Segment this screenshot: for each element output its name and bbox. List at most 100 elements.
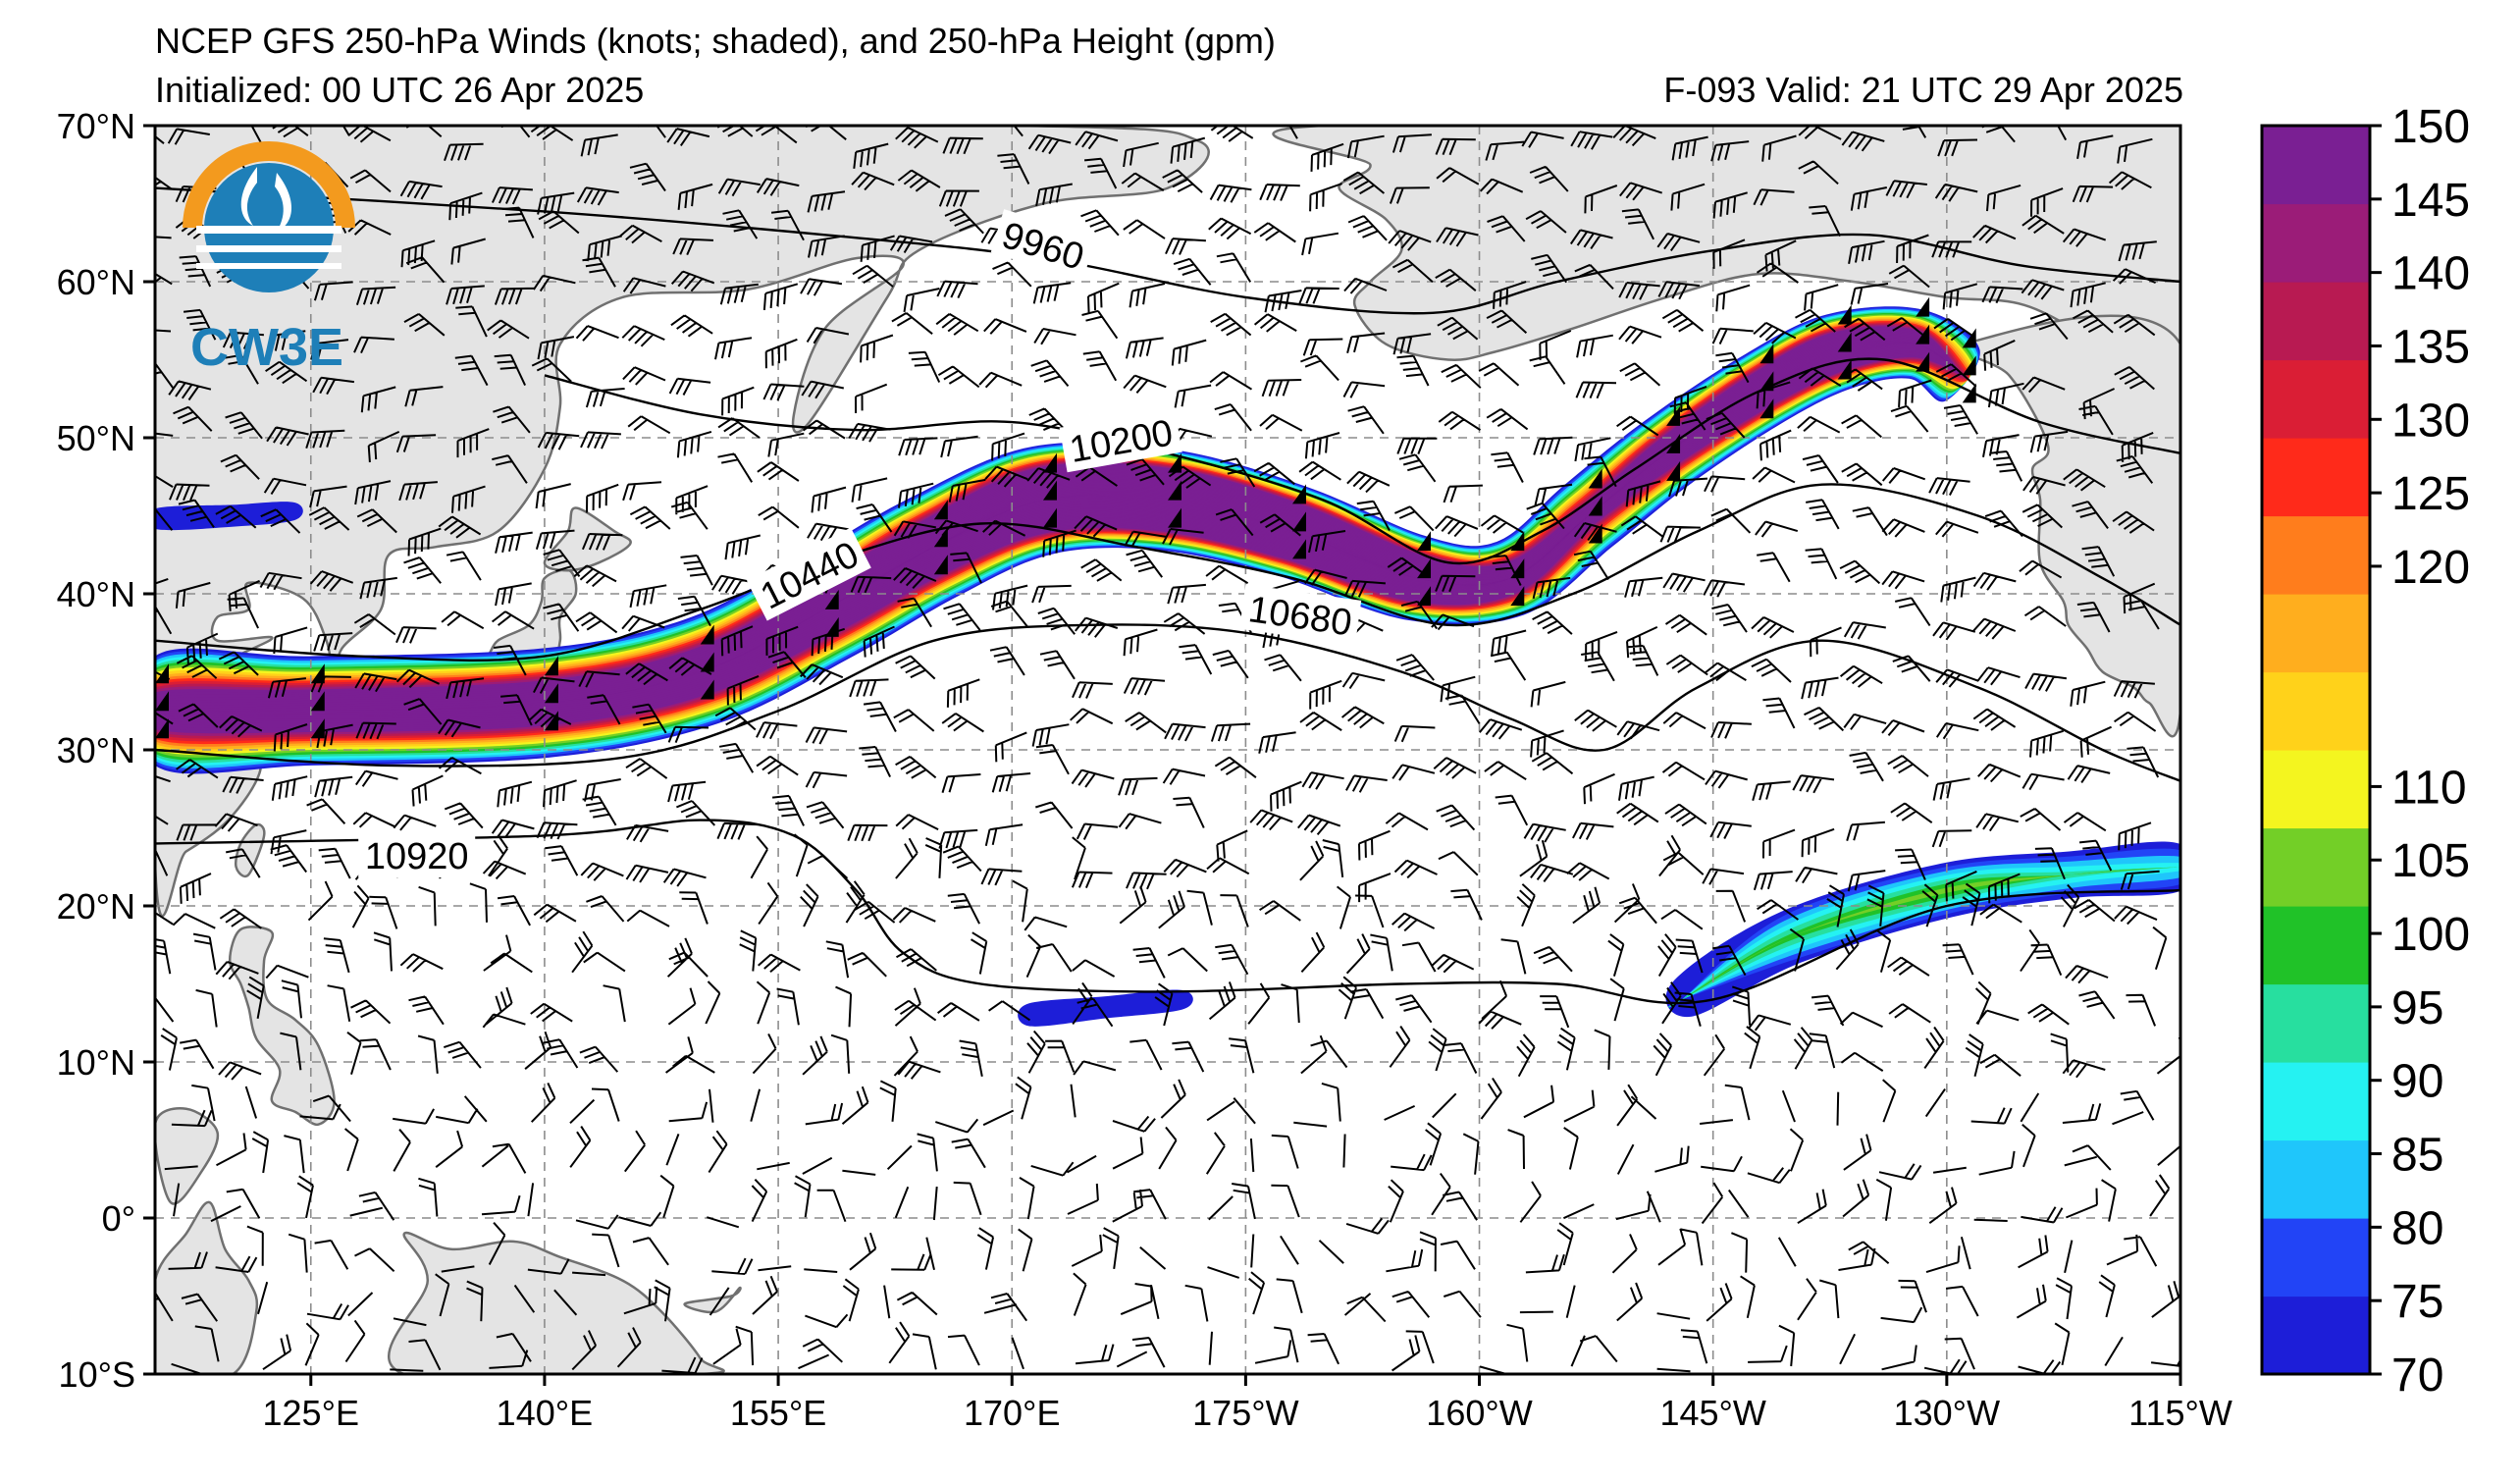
wind-pennant xyxy=(700,624,714,645)
lat-tick-label: 30°N xyxy=(57,730,135,770)
height-contours xyxy=(155,186,2180,1005)
colorbar-label: 120 xyxy=(2391,542,2470,594)
colorbar-segment xyxy=(2262,126,2370,205)
wind-pennant xyxy=(1666,460,1681,481)
colorbar-label: 105 xyxy=(2391,835,2470,887)
wind-pennant xyxy=(544,656,558,676)
colorbar-label: 95 xyxy=(2391,982,2443,1034)
wind-pennant xyxy=(1837,304,1852,325)
colorbar-label: 100 xyxy=(2391,909,2470,961)
colorbar-segment xyxy=(2262,1062,2370,1141)
lon-tick-label: 160°W xyxy=(1426,1393,1532,1433)
lat-tick-label: 10°S xyxy=(59,1354,135,1395)
colorbar-segment xyxy=(2262,983,2370,1063)
logo-wave-line-icon xyxy=(196,245,341,252)
lon-tick-label: 145°W xyxy=(1659,1393,1765,1433)
map-title: NCEP GFS 250-hPa Winds (knots; shaded), … xyxy=(155,21,1276,61)
wind-pennant xyxy=(1916,351,1930,372)
jet-isotach-band xyxy=(155,326,1969,734)
wind-pennant xyxy=(1666,405,1681,426)
wind-pennant xyxy=(1168,480,1181,501)
contour-label-background xyxy=(746,527,871,621)
colorbar-label: 145 xyxy=(2391,175,2470,227)
colorbar-segment xyxy=(2262,827,2370,907)
colorbar-segment xyxy=(2262,282,2370,361)
colorbar-label: 75 xyxy=(2391,1276,2443,1328)
contour-label-background xyxy=(1059,407,1182,473)
wind-pennant xyxy=(310,718,325,739)
wind-pennant xyxy=(1042,452,1057,473)
height-contour-line xyxy=(155,819,2180,1005)
wind-pennant xyxy=(544,711,558,731)
colorbar-segment xyxy=(2262,438,2370,517)
axis-labels: 70°N 60°N 50°N 40°N 30°N 20°N 10°N 0° 10°S 125°E 1… xyxy=(57,106,2232,1433)
lat-tick-label: 70°N xyxy=(57,106,135,146)
contour-label-background xyxy=(990,209,1096,281)
wind-pennant xyxy=(1588,468,1602,489)
colorbar-segment xyxy=(2262,594,2370,673)
lon-tick-label: 170°E xyxy=(964,1393,1060,1433)
lon-tick-label: 155°E xyxy=(730,1393,826,1433)
colorbar-segment xyxy=(2262,1218,2370,1298)
wind-pennant xyxy=(310,663,325,684)
jet-isotach-band xyxy=(155,502,303,531)
colorbar-label: 80 xyxy=(2391,1202,2443,1254)
wind-pennant xyxy=(824,616,839,637)
height-contour-line xyxy=(155,186,2180,315)
cw3e-logo: CW3E xyxy=(183,141,355,377)
colorbar-segment xyxy=(2262,750,2370,829)
colorbar-label: 90 xyxy=(2391,1056,2443,1108)
height-contour-line xyxy=(155,483,2180,662)
wind-pennant xyxy=(544,683,558,704)
jet-isotach-band xyxy=(1018,989,1193,1027)
wind-pennant xyxy=(1916,296,1930,317)
land-area xyxy=(388,1231,725,1374)
height-contour-line xyxy=(544,357,2180,565)
wind-barbs xyxy=(155,126,2180,1374)
colorbar-label: 130 xyxy=(2391,395,2470,447)
wind-pennant xyxy=(1042,507,1057,528)
landmasses xyxy=(155,126,2180,1374)
land-area xyxy=(1953,314,2180,738)
valid-time: F-093 Valid: 21 UTC 29 Apr 2025 xyxy=(1663,70,2183,110)
lon-tick-label: 115°W xyxy=(2128,1393,2232,1433)
wind-pennant xyxy=(1168,507,1181,528)
wind-pennant xyxy=(1962,328,1976,348)
land-area xyxy=(683,1286,742,1314)
lat-tick-label: 40°N xyxy=(57,574,135,614)
logo-wave-line-icon xyxy=(196,226,341,234)
wind-pennant xyxy=(1837,332,1852,352)
wind-pennant xyxy=(1417,586,1432,607)
wind-pennant xyxy=(933,555,948,575)
lon-tick-label: 175°W xyxy=(1192,1393,1298,1433)
colorbar-segment xyxy=(2262,906,2370,985)
wind-pennant xyxy=(1510,531,1525,552)
colorbar-label: 70 xyxy=(2391,1350,2443,1402)
wind-pennant xyxy=(1292,511,1307,532)
wind-pennant xyxy=(1916,324,1930,344)
colorbar-label: 140 xyxy=(2391,248,2470,300)
wind-pennant xyxy=(1759,398,1774,419)
lon-tick-label: 125°E xyxy=(263,1393,359,1433)
wind-pennant xyxy=(310,691,325,712)
colorbar-label: 135 xyxy=(2391,321,2470,373)
wind-barb-field xyxy=(155,126,2180,1374)
wind-pennant xyxy=(1510,558,1525,579)
wind-pennant xyxy=(1292,539,1307,559)
contour-label: 10920 xyxy=(365,836,469,877)
wind-pennant xyxy=(1292,484,1307,504)
land-area xyxy=(228,926,336,1127)
wind-pennant xyxy=(933,527,948,548)
logo-text: CW3E xyxy=(190,318,343,377)
wind-pennant xyxy=(700,652,714,672)
lat-tick-label: 50°N xyxy=(57,418,135,458)
wind-pennant xyxy=(1837,359,1852,380)
colorbar: 70 75 80 85 90 95 100 105 110 120 125 130 135 140 145 1… xyxy=(2260,101,2470,1402)
colorbar-segment xyxy=(2262,359,2370,439)
colorbar-segment xyxy=(2262,1139,2370,1219)
colorbar-label: 85 xyxy=(2391,1130,2443,1182)
wind-pennant xyxy=(1962,383,1976,403)
lat-tick-label: 60°N xyxy=(57,262,135,302)
wind-pennant xyxy=(1042,480,1057,501)
